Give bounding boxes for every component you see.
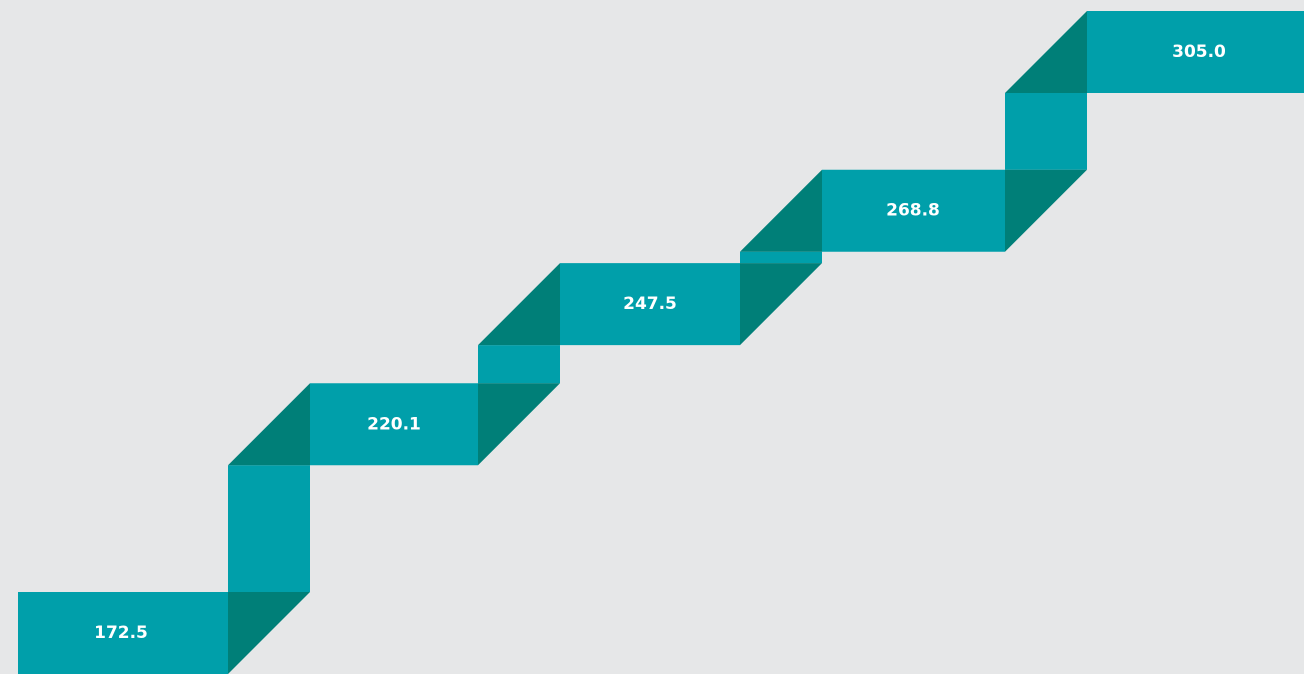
ribbon-fold xyxy=(1005,170,1087,252)
ribbon-layer xyxy=(18,11,1304,674)
ribbon-riser xyxy=(228,465,310,592)
value-label: 220.1 xyxy=(367,414,421,434)
ribbon-riser xyxy=(478,345,560,383)
ribbon-fold xyxy=(228,383,310,465)
value-label: 247.5 xyxy=(623,294,677,314)
ribbon-fold xyxy=(228,592,310,674)
ribbon-fold xyxy=(478,263,560,345)
ribbon-fold xyxy=(740,170,822,252)
value-label: 305.0 xyxy=(1172,42,1226,62)
ribbon-fold xyxy=(1005,11,1087,93)
ribbon-riser xyxy=(740,252,822,263)
ribbon-fold xyxy=(740,263,822,345)
value-label: 268.8 xyxy=(886,201,940,221)
ribbon-fold xyxy=(478,383,560,465)
value-label: 172.5 xyxy=(94,623,148,643)
ribbon-riser xyxy=(1005,93,1087,170)
